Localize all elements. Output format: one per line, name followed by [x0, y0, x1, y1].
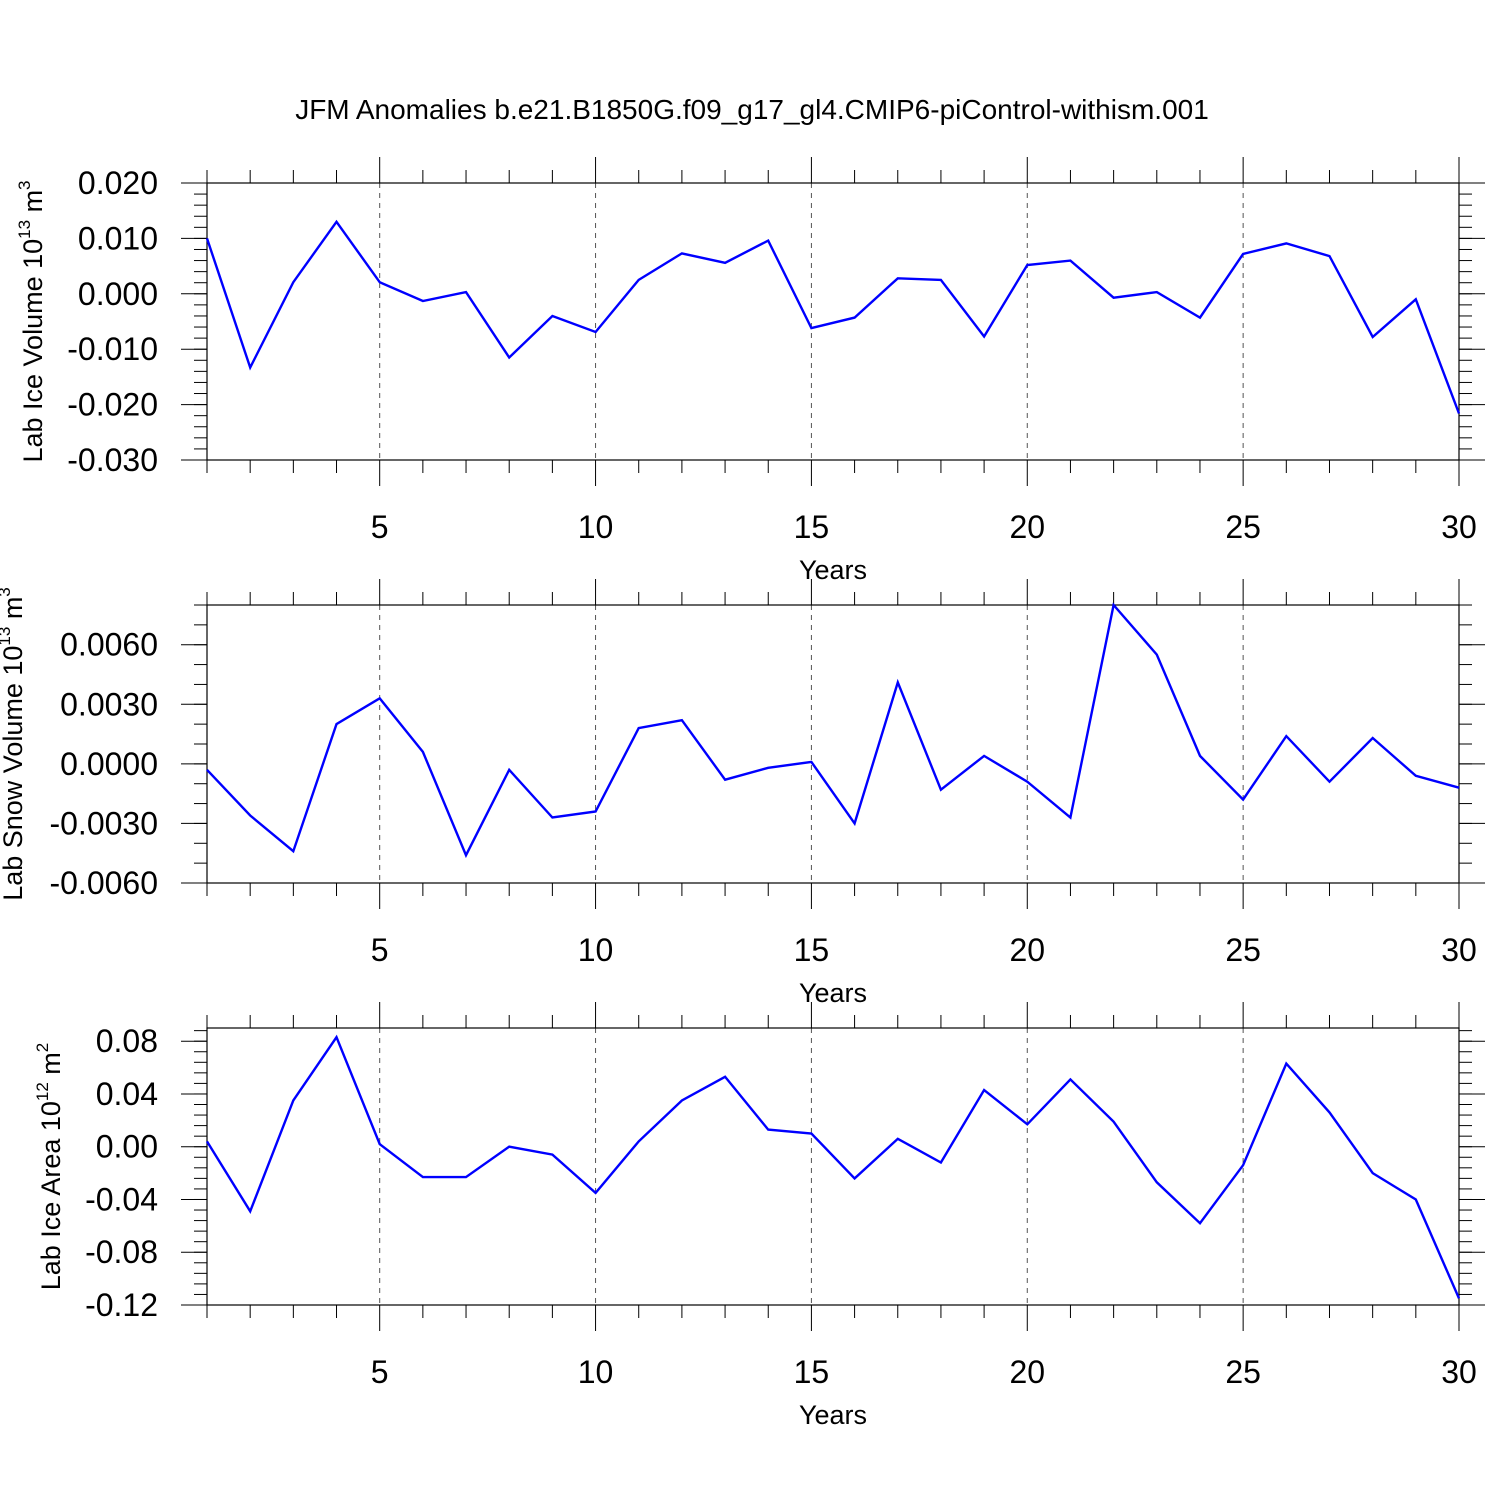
y-tick-label: 0.0000	[60, 746, 158, 782]
series-line	[206, 602, 1460, 859]
y-tick-label: -0.020	[67, 387, 158, 423]
x-tick-label: 10	[578, 932, 614, 968]
x-tick-label: 5	[371, 1354, 389, 1390]
y-tick-label: -0.04	[85, 1181, 158, 1217]
x-tick-label: 15	[794, 932, 830, 968]
x-tick-label: 30	[1441, 509, 1477, 545]
x-tick-label: 20	[1009, 1354, 1045, 1390]
x-tick-label: 30	[1441, 932, 1477, 968]
y-axis-title: Lab Ice Volume 1013 m3	[15, 180, 48, 462]
x-tick-label: 25	[1225, 932, 1261, 968]
y-tick-label: -0.08	[85, 1234, 158, 1270]
y-tick-label: -0.0060	[49, 865, 158, 901]
y-tick-label: -0.12	[85, 1287, 158, 1323]
y-tick-label: -0.010	[67, 331, 158, 367]
plot-frame	[206, 1027, 1460, 1306]
plot-frame	[206, 182, 1460, 461]
y-tick-label: 0.08	[96, 1023, 158, 1059]
panel-3: 0.08 0.04 0.00 -0.04 -0.08 -0.12 5 10 15 20 25 30 Ye…	[33, 1002, 1485, 1430]
panel-2: 0.0060 0.0030 0.0000 -0.0030 -0.0060 5 10 15 20 2…	[0, 579, 1485, 1008]
y-tick-label: 0.000	[78, 276, 158, 312]
x-tick-label: 20	[1009, 932, 1045, 968]
x-axis-title: Years	[799, 555, 867, 585]
x-tick-label: 5	[371, 509, 389, 545]
y-axis-title: Lab Snow Volume 1013 m3	[0, 587, 28, 901]
y-tick-label: -0.030	[67, 442, 158, 478]
x-tick-label: 25	[1225, 509, 1261, 545]
x-axis-title: Years	[799, 978, 867, 1008]
figure-title: JFM Anomalies b.e21.B1850G.f09_g17_gl4.C…	[295, 94, 1209, 125]
series-line	[205, 1034, 1461, 1299]
y-tick-label: -0.0030	[49, 805, 158, 841]
panel-1: 0.020 0.010 0.000 -0.010 -0.020 -0.030 5 10 15 20…	[15, 157, 1485, 585]
panels: 0.020 0.010 0.000 -0.010 -0.020 -0.030 5 10 15 20…	[0, 157, 1485, 1430]
x-tick-label: 30	[1441, 1354, 1477, 1390]
y-tick-label: 0.020	[78, 165, 158, 201]
x-tick-label: 15	[794, 509, 830, 545]
y-axis-title: Lab Ice Area 1012 m2	[33, 1043, 66, 1291]
x-axis-title: Years	[799, 1400, 867, 1430]
x-tick-label: 20	[1009, 509, 1045, 545]
series-line	[205, 219, 1461, 414]
x-tick-label: 10	[578, 1354, 614, 1390]
x-tick-label: 15	[794, 1354, 830, 1390]
y-tick-label: 0.04	[96, 1076, 158, 1112]
plot-frame	[206, 604, 1460, 884]
x-tick-label: 25	[1225, 1354, 1261, 1390]
y-tick-label: 0.00	[96, 1129, 158, 1165]
y-tick-label: 0.0060	[60, 627, 158, 663]
y-tick-label: 0.0030	[60, 686, 158, 722]
y-tick-label: 0.010	[78, 220, 158, 256]
x-tick-label: 5	[371, 932, 389, 968]
x-tick-label: 10	[578, 509, 614, 545]
